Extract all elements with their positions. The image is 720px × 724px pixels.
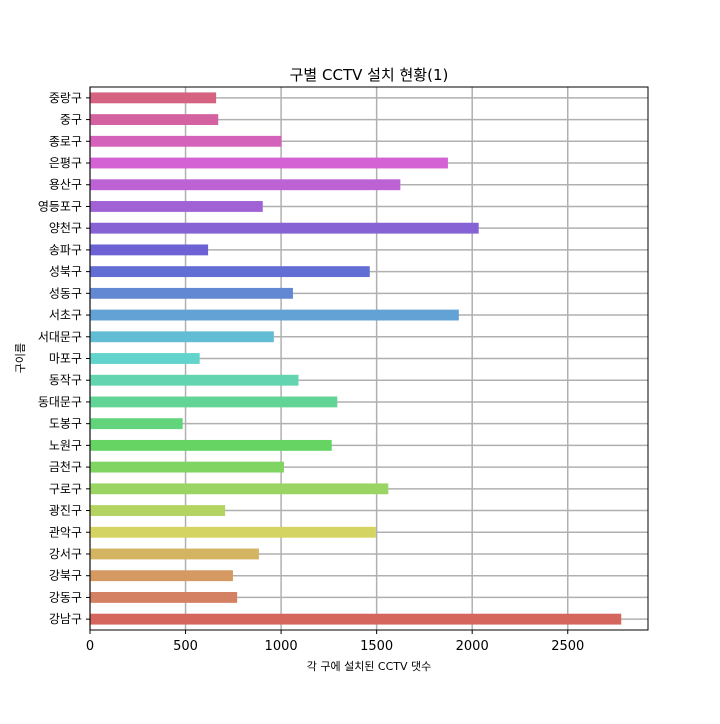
bar-도봉구 <box>90 418 183 430</box>
y-tick-label: 금천구 <box>49 459 82 474</box>
y-tick-label: 도봉구 <box>49 417 82 431</box>
bar-노원구 <box>90 439 332 451</box>
bar-동대문구 <box>90 396 338 408</box>
bar-서대문구 <box>90 331 274 343</box>
y-tick-label: 노원구 <box>49 438 82 452</box>
bar-중랑구 <box>90 92 217 104</box>
bar-광진구 <box>90 505 226 516</box>
y-tick-label: 영등포구 <box>38 199 82 213</box>
y-tick-label: 구로구 <box>49 482 82 496</box>
bar-성동구 <box>90 287 293 299</box>
y-tick-label: 성동구 <box>49 286 82 300</box>
bar-관악구 <box>90 526 376 538</box>
bar-송파구 <box>90 244 209 256</box>
x-axis-label: 각 구에 설치된 CCTV 댓수 <box>307 660 432 673</box>
y-tick-label: 마포구 <box>49 352 82 366</box>
y-tick-label: 동대문구 <box>38 395 82 409</box>
bar-동작구 <box>90 374 299 386</box>
plot-frame <box>89 86 649 631</box>
y-tick-label: 강동구 <box>49 590 82 604</box>
bar-마포구 <box>90 353 200 364</box>
chart-title: 구별 CCTV 설치 현황(1) <box>290 66 449 84</box>
y-tick-label: 은평구 <box>49 156 82 170</box>
bar-종로구 <box>90 135 282 147</box>
y-tick-label: 종로구 <box>49 134 82 148</box>
bars <box>90 92 622 625</box>
bar-강북구 <box>90 570 233 582</box>
x-tick-label: 0 <box>86 639 94 654</box>
bar-중구 <box>90 114 219 126</box>
y-tick-label: 중구 <box>60 113 82 127</box>
y-tick-label: 서대문구 <box>38 330 82 344</box>
bar-강서구 <box>90 548 259 560</box>
bar-서초구 <box>90 309 459 321</box>
y-tick-label: 관악구 <box>49 525 82 539</box>
y-tick-label: 양천구 <box>49 220 82 235</box>
x-tick-label: 1000 <box>265 639 298 654</box>
bar-양천구 <box>90 222 479 234</box>
bar-은평구 <box>90 157 448 169</box>
bar-강동구 <box>90 591 238 603</box>
bar-금천구 <box>90 461 284 473</box>
y-tick-label: 강북구 <box>49 569 82 583</box>
y-tick-label: 광진구 <box>49 504 82 518</box>
x-tick-label: 1500 <box>360 639 393 654</box>
y-tick-label: 성북구 <box>49 265 82 279</box>
bar-강남구 <box>90 613 622 625</box>
y-axis-label: 구이름 <box>14 343 27 373</box>
x-tick-label: 2000 <box>456 639 489 654</box>
y-tick-label: 용산구 <box>49 178 82 192</box>
bar-용산구 <box>90 179 401 191</box>
y-tick-label: 서초구 <box>49 308 82 322</box>
bar-구로구 <box>90 483 389 495</box>
y-tick-label: 강남구 <box>49 612 82 626</box>
x-tick-label: 500 <box>173 639 198 654</box>
y-tick-label: 중랑구 <box>49 91 82 105</box>
bar-성북구 <box>90 266 370 278</box>
tick-labels: 0 500 1000 1500 2000 2500 강남구 강동구 강북구 강서구 관악구 광진구 구로… <box>38 91 584 654</box>
y-tick-label: 동작구 <box>49 373 82 387</box>
y-tick-label: 강서구 <box>49 547 82 561</box>
bar-영등포구 <box>90 201 263 212</box>
y-tick-label: 송파구 <box>49 243 82 257</box>
x-tick-label: 2500 <box>551 639 584 654</box>
